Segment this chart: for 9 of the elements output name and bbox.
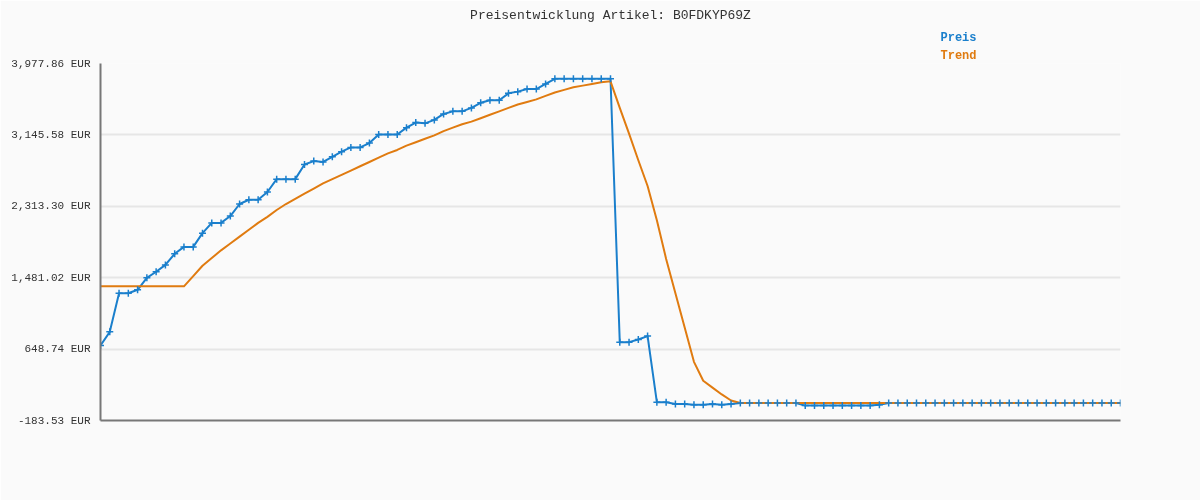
y-tick-label: 2,313.30 EUR [11, 200, 91, 213]
text: Preis [940, 30, 977, 45]
y-tick-label: 1,481.02 EUR [11, 271, 91, 284]
text: Trend [940, 48, 977, 63]
chart-title: Preisentwicklung Artikel: B0FDKYP69Z [470, 7, 752, 23]
y-tick-label: 648.74 EUR [24, 343, 91, 356]
y-tick-label: -183.53 EUR [17, 414, 91, 427]
y-tick-label: 3,977.86 EUR [11, 57, 91, 70]
y-tick-label: 3,145.58 EUR [11, 128, 91, 141]
